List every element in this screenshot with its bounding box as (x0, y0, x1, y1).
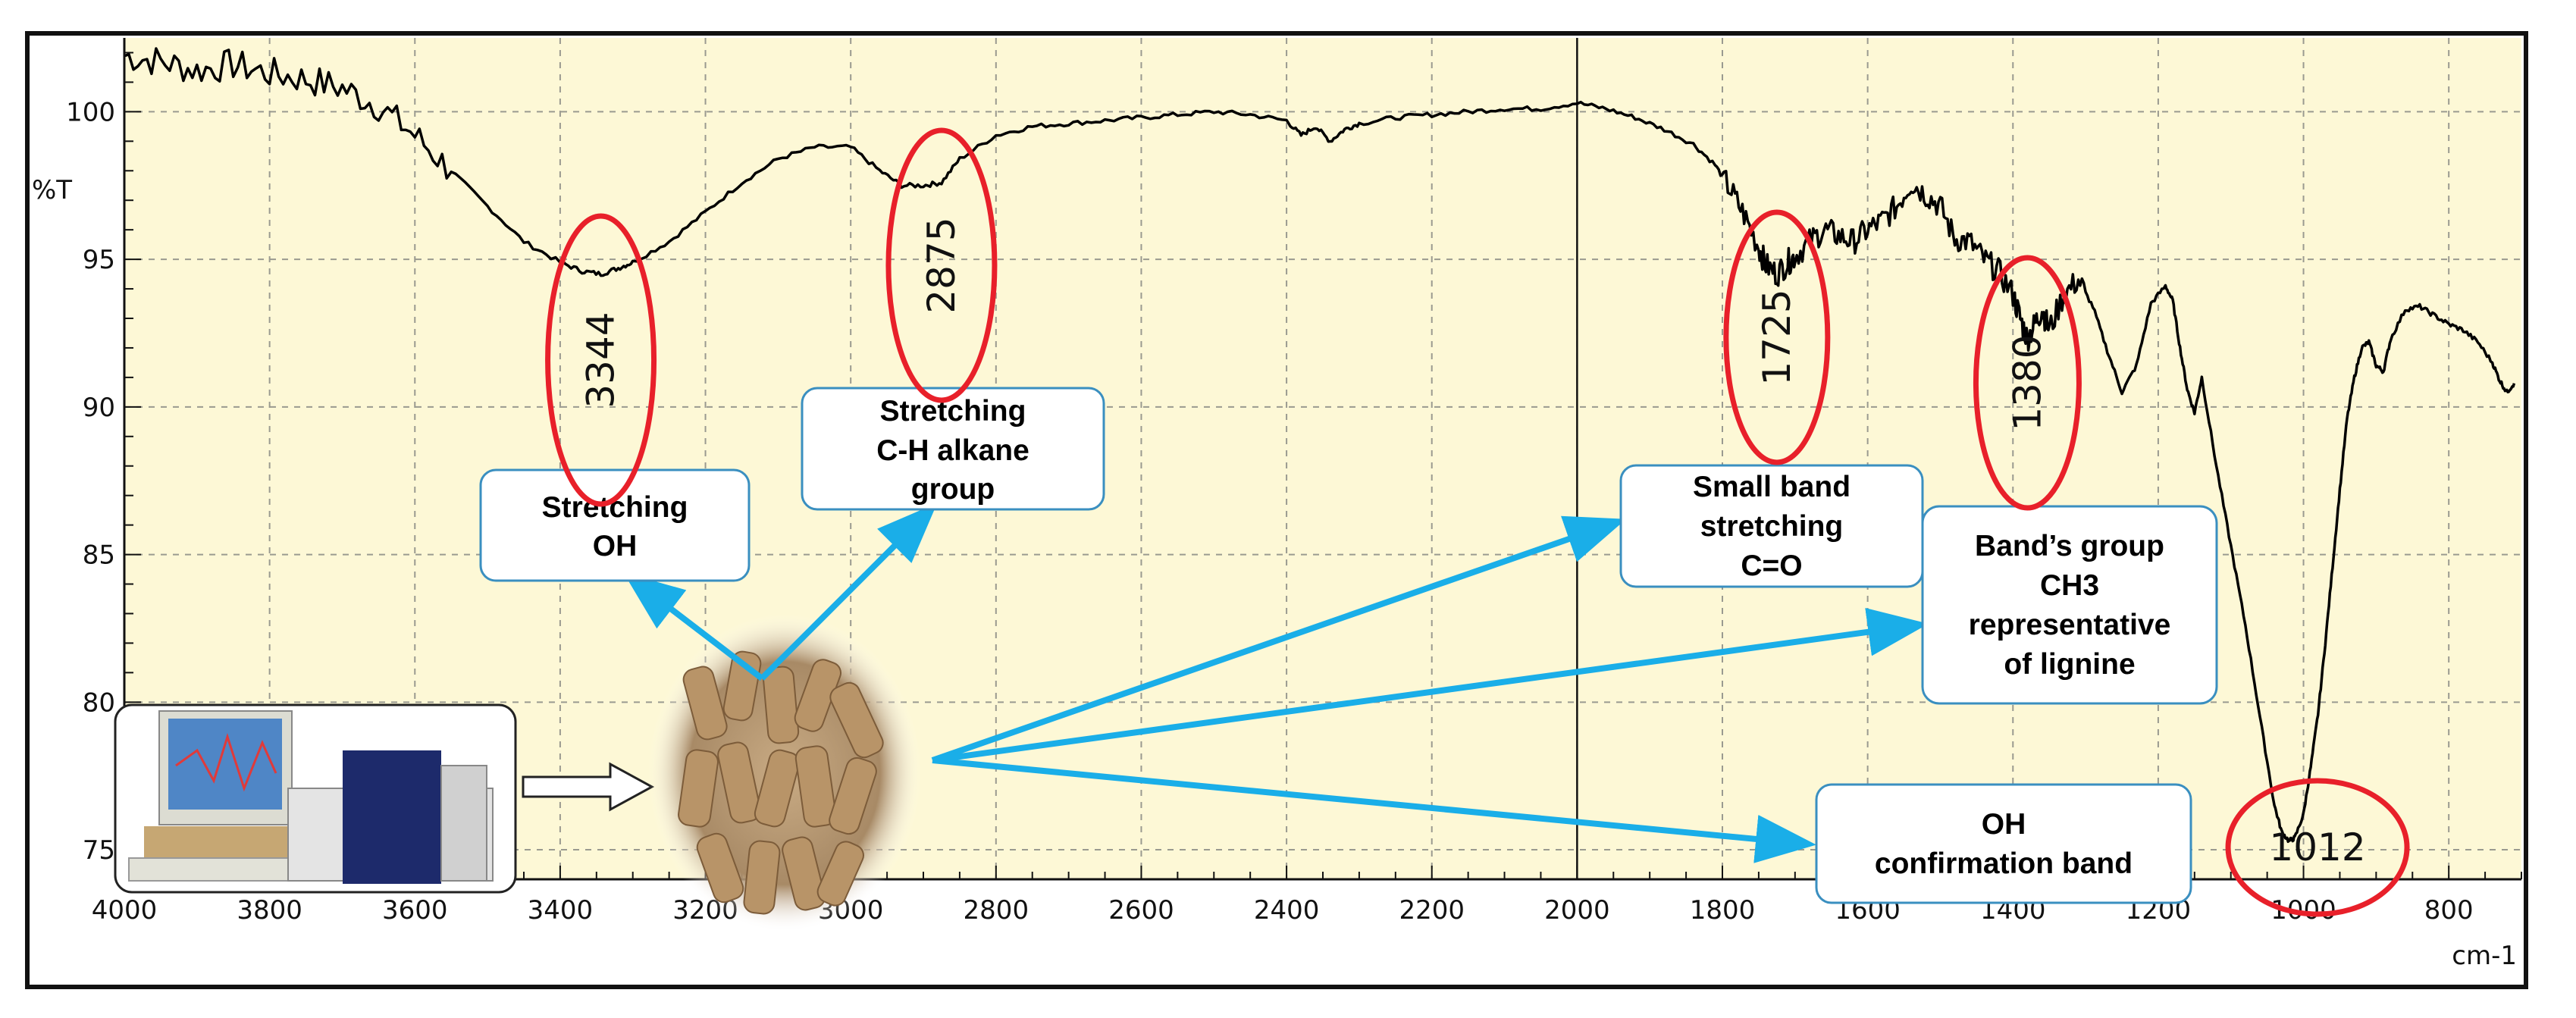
y-tick-label: 80 (83, 688, 115, 718)
annotation-line: confirmation band (1875, 847, 2133, 880)
peak-label-2875: 2875 (920, 217, 964, 313)
annotation-arrows (623, 503, 1929, 863)
peak-label-3344: 3344 (579, 312, 623, 408)
y-tick-label: 100 (66, 97, 115, 127)
arrow-to-ch-alkane (760, 503, 938, 681)
x-tick-label: 4000 (92, 895, 158, 926)
annotation-line: C=O (1741, 550, 1802, 582)
pellet-sample-image (648, 614, 921, 932)
peak-ellipse-3344 (545, 213, 657, 507)
y-tick-label: 90 (83, 393, 115, 423)
x-tick-label: 2800 (964, 895, 1029, 926)
annotation-line: group (911, 473, 995, 506)
annotation-line: representative (1969, 609, 2171, 641)
arrow-to-oh-confirmation (932, 757, 1816, 863)
x-tick-label: 1800 (1690, 895, 1756, 926)
x-axis-unit-label: cm-1 (2452, 941, 2517, 971)
annotation-co-band: Small band stretching C=O (1619, 464, 1924, 588)
y-tick-label: 75 (83, 835, 115, 866)
annotation-ch3-band: Band’s group CH3 representative of ligni… (1921, 505, 2218, 705)
x-tick-label: 2200 (1399, 895, 1465, 926)
y-tick-label: 85 (83, 540, 115, 571)
peak-ellipse-2875 (885, 127, 998, 403)
peak-ellipse-1725 (1723, 209, 1831, 465)
x-tick-label: 3800 (237, 895, 302, 926)
arrow-to-ch3-band (932, 607, 1929, 763)
peak-markers: 3344 2875 1725 1380 1012 (545, 127, 2410, 917)
annotation-line: CH3 (2040, 569, 2099, 602)
annotation-line: OH (1982, 808, 2026, 841)
peak-ellipse-1012 (2225, 778, 2410, 917)
annotation-line: OH (593, 530, 638, 562)
annotation-oh-confirmation: OH confirmation band (1815, 783, 2192, 904)
annotation-ch-alkane: Stretching C-H alkane group (801, 387, 1105, 511)
x-tick-label: 2400 (1254, 895, 1320, 926)
flow-arrow-icon (522, 762, 655, 812)
annotation-line: Stretching (880, 395, 1026, 428)
y-tick-label: 95 (83, 245, 115, 275)
x-tick-label: 2600 (1108, 895, 1174, 926)
annotation-line: Band’s group (1975, 530, 2164, 562)
arrow-to-stretching-oh (623, 572, 764, 681)
plot-area (124, 38, 2521, 879)
x-tick-label: 800 (2424, 895, 2474, 926)
annotation-line: of lignine (2004, 648, 2135, 681)
annotation-line: Small band (1693, 471, 1851, 503)
figure-frame (25, 31, 2528, 989)
annotation-stretching-oh: Stretching OH (479, 468, 751, 582)
arrow-to-co-band (931, 515, 1627, 763)
peak-label-1012: 1012 (2269, 825, 2365, 869)
spectrometer-image (114, 703, 517, 894)
peak-ellipse-1380 (1973, 255, 2082, 511)
x-tick-label: 3400 (528, 895, 594, 926)
x-tick-label: 2000 (1544, 895, 1610, 926)
peak-label-1725: 1725 (1755, 289, 1799, 385)
y-axis-label: %T (32, 175, 72, 205)
spectrum-line (124, 47, 2516, 844)
peak-label-1380: 1380 (2005, 334, 2049, 431)
y-tick-labels: 100 95 90 85 80 75 (66, 97, 115, 866)
x-tick-label: 3600 (382, 895, 448, 926)
annotation-line: C-H alkane (876, 434, 1029, 467)
annotation-line: stretching (1700, 510, 1844, 543)
